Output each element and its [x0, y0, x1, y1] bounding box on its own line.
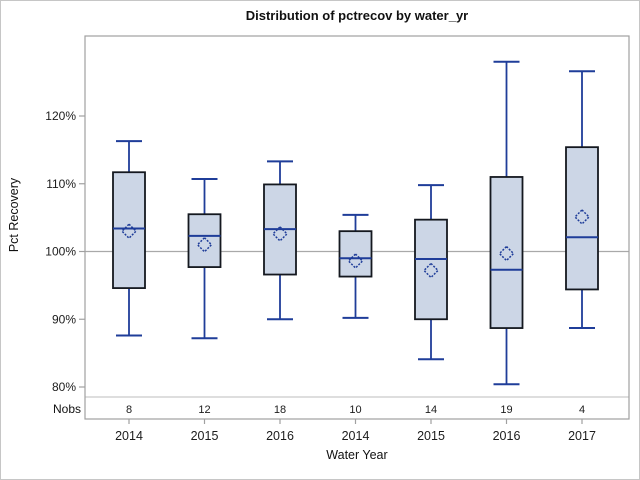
box-group	[565, 70, 599, 330]
iqr-box	[187, 213, 222, 268]
nobs-row-label: Nobs	[52, 402, 81, 416]
x-tick-label: 2015	[417, 429, 445, 443]
y-tick-label: 110%	[46, 177, 76, 191]
box-group	[263, 160, 297, 321]
x-axis-title: Water Year	[326, 448, 388, 462]
plot-frame	[84, 35, 630, 420]
box-group	[187, 178, 222, 340]
y-tick-label: 80%	[52, 380, 76, 394]
iqr-box	[414, 218, 448, 321]
iqr-box	[338, 230, 373, 278]
x-tick-label: 2017	[568, 429, 596, 443]
chart-title: Distribution of pctrecov by water_yr	[245, 8, 469, 23]
nobs-value: 12	[198, 404, 210, 416]
nobs-value: 10	[349, 404, 361, 416]
box-group	[112, 140, 146, 337]
nobs-value: 14	[425, 404, 437, 416]
x-tick-label: 2014	[115, 429, 143, 443]
box-group	[489, 60, 524, 386]
iqr-box	[112, 171, 146, 289]
y-tick-label: 90%	[52, 312, 76, 326]
nobs-value: 8	[126, 404, 132, 416]
y-axis-title: Pct Recovery	[7, 177, 21, 253]
iqr-box	[565, 146, 599, 291]
nobs-value: 4	[579, 404, 585, 416]
x-tick-label: 2016	[266, 429, 294, 443]
nobs-value: 18	[274, 404, 286, 416]
x-tick-label: 2015	[191, 429, 219, 443]
x-tick-label: 2016	[493, 429, 521, 443]
iqr-box	[489, 176, 524, 329]
nobs-value: 19	[500, 404, 512, 416]
y-tick-label: 120%	[45, 109, 76, 123]
box-group	[414, 184, 448, 361]
y-tick-label: 100%	[45, 245, 76, 259]
box-group	[338, 213, 373, 319]
x-tick-label: 2014	[342, 429, 370, 443]
